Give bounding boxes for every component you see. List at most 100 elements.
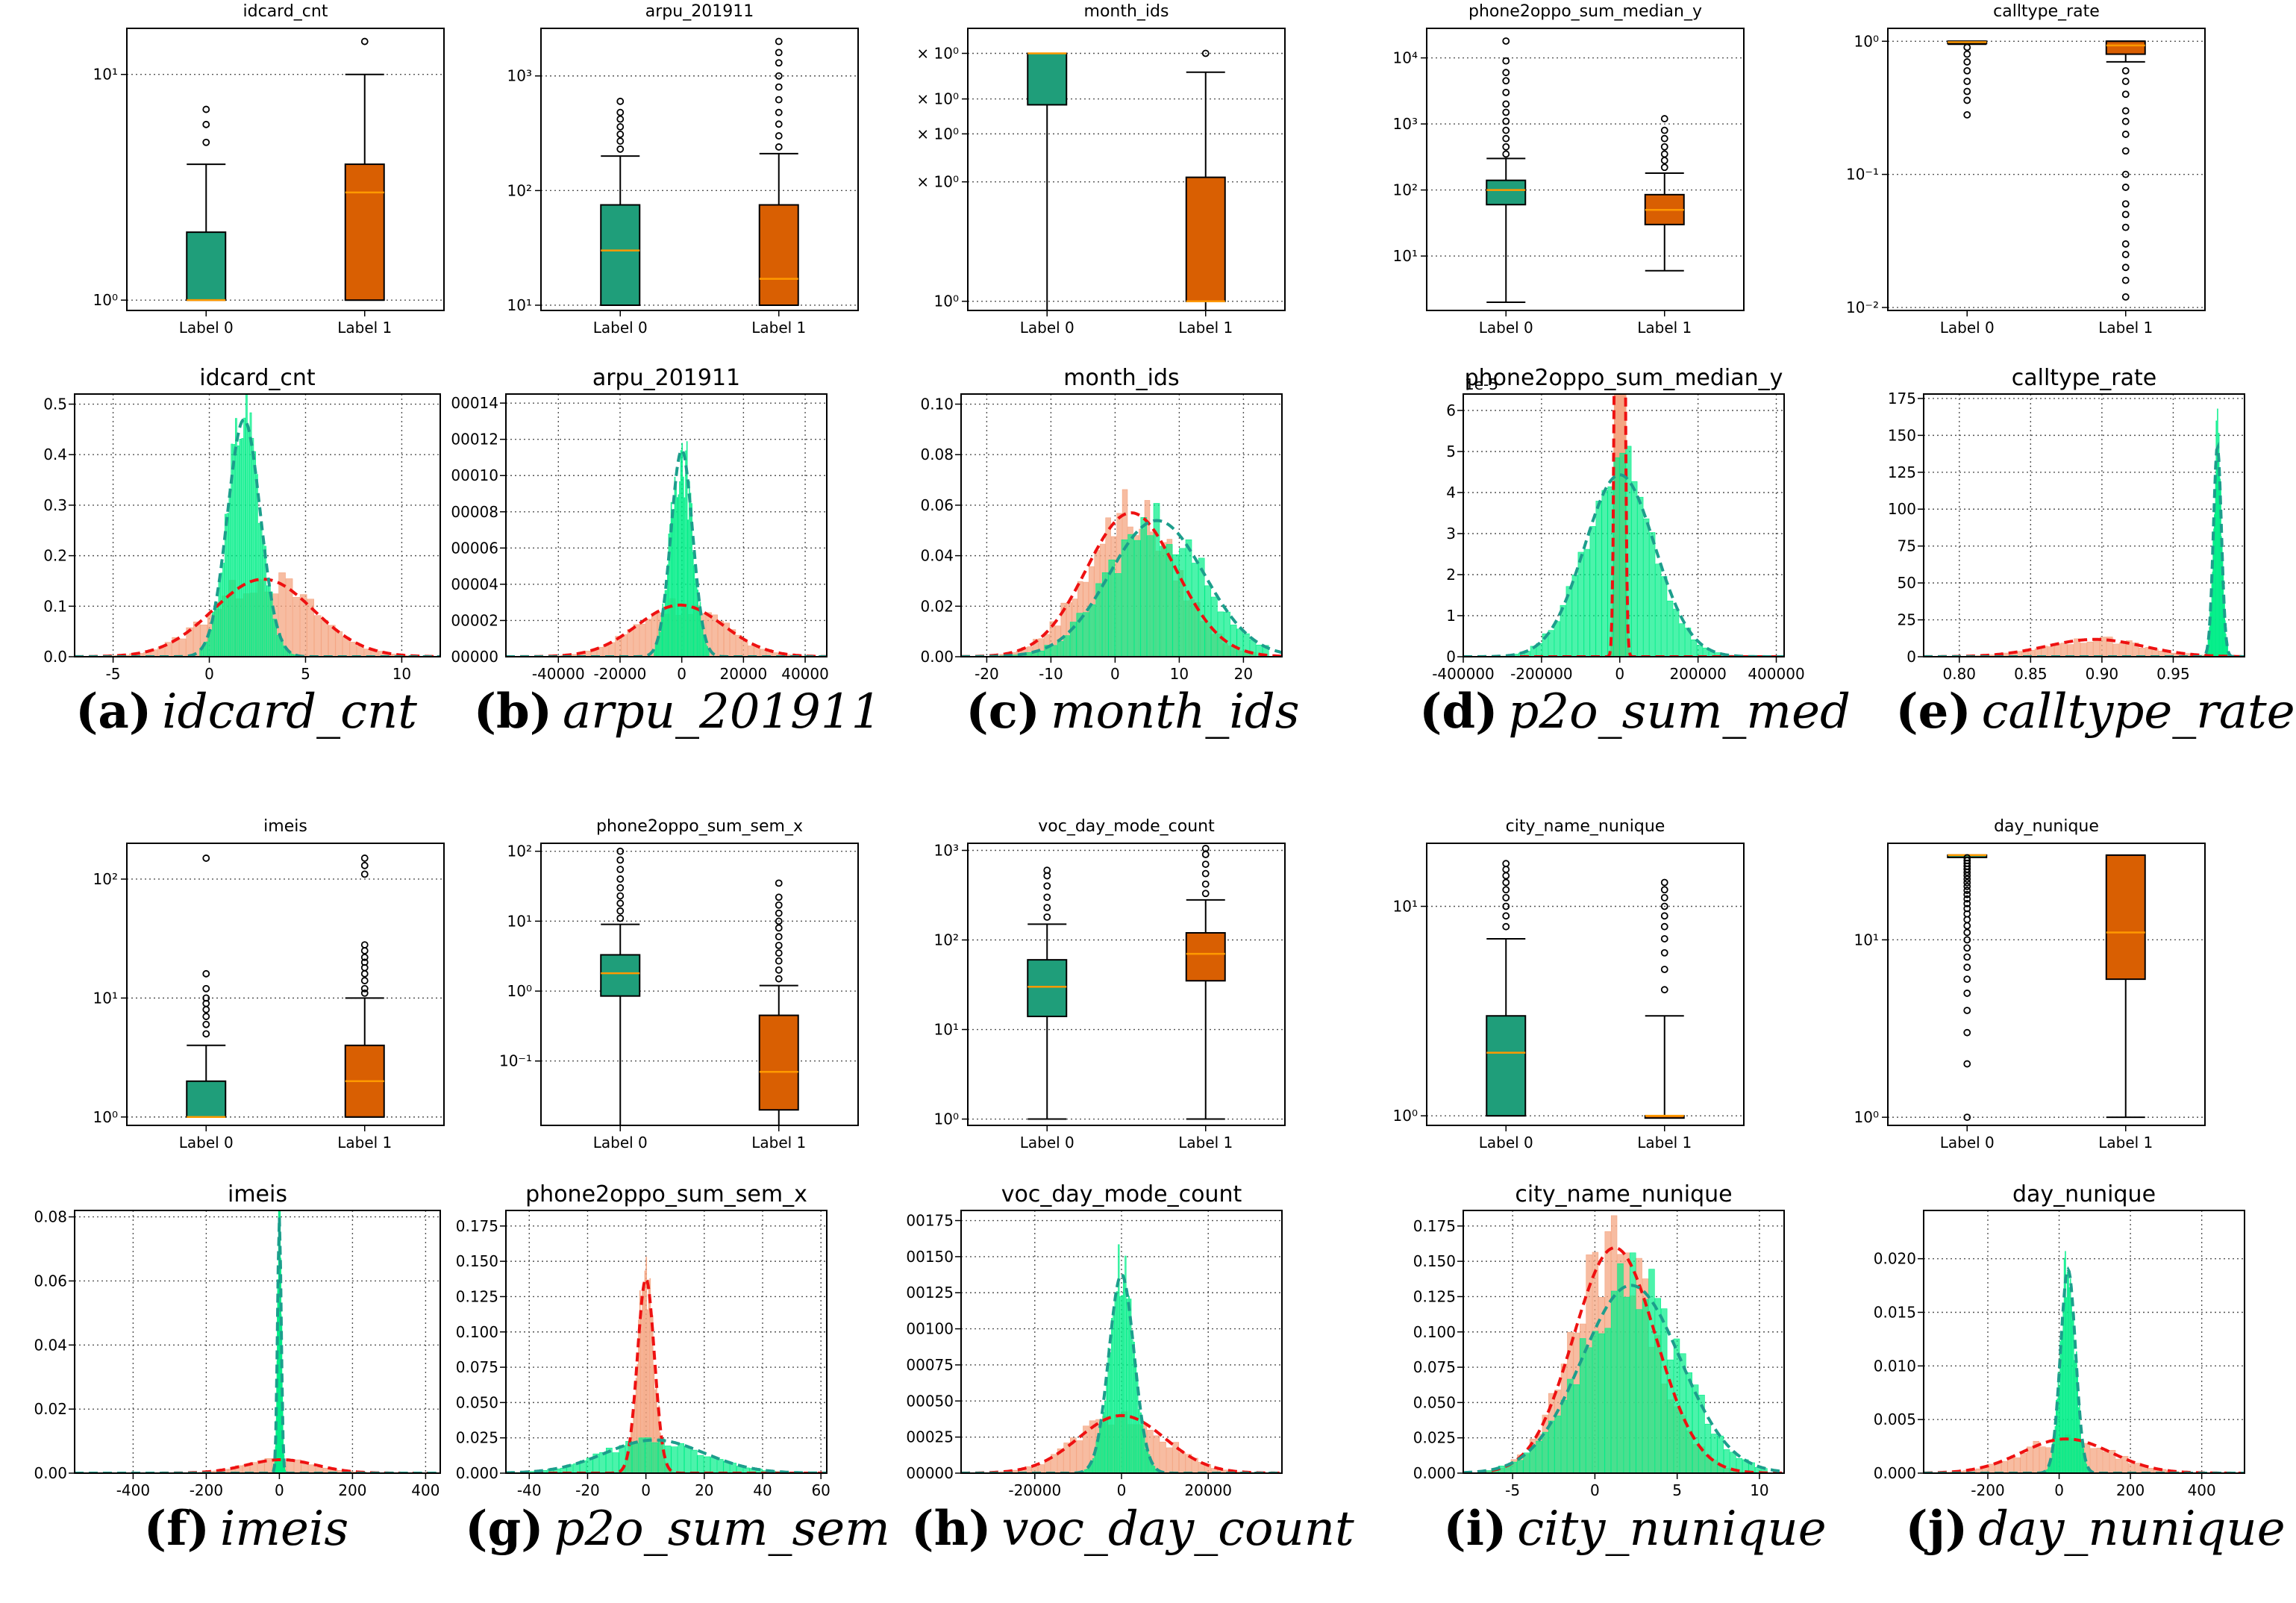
hist-bar-label0	[1126, 1299, 1128, 1473]
outlier-point	[775, 966, 783, 974]
hist-bar-label0	[2082, 1445, 2083, 1473]
outlier-point	[1660, 966, 1668, 973]
density-curve-label1	[75, 578, 440, 657]
hist-bar-label0	[705, 644, 707, 657]
hist-bar-label0	[2066, 1272, 2068, 1473]
x-tick-label: Label 0	[1940, 1134, 1995, 1152]
caption-letter: (a)	[75, 684, 151, 740]
x-tick-label: 10	[1170, 665, 1189, 683]
outlier-point	[1963, 875, 1971, 883]
density-curve-label0	[1924, 441, 2245, 657]
outlier-point	[1660, 986, 1668, 994]
axes-frame	[505, 393, 828, 657]
hist-bar-label0	[701, 623, 702, 657]
hist-bar-label0	[1114, 1296, 1116, 1473]
x-tick-label: -5	[1505, 1481, 1520, 1499]
hist-bar-label0	[237, 445, 240, 657]
outlier-point	[1963, 1060, 1971, 1068]
hist-bar-label1	[1033, 639, 1039, 657]
box-plot-b: arpu_201911 10¹ 10² 10³ Label 0 Label 1	[507, 2, 859, 337]
y-tick-label: 10¹	[1854, 931, 1879, 949]
y-tick-label: × 10⁰	[916, 90, 959, 108]
y-tick-label: 150	[1888, 426, 1916, 444]
hist-bar-label0	[693, 565, 695, 657]
y-tick-label: 10²	[93, 870, 118, 888]
hist-bar-label0	[730, 1463, 737, 1473]
hist-bar-label0	[1655, 563, 1662, 657]
plot-area	[75, 1210, 440, 1473]
outlier-point	[1963, 953, 1971, 961]
hist-bar-label0	[1583, 549, 1590, 657]
hist-bar-label0	[266, 585, 269, 657]
hist-bar-label0	[2068, 1287, 2071, 1473]
hist-bar-label0	[2057, 1372, 2059, 1473]
axes-frame	[74, 393, 441, 657]
hist-bar-label0	[1138, 1409, 1140, 1473]
hist-bar-label0	[1104, 1401, 1107, 1473]
x-tick-label: 5	[301, 665, 310, 683]
hist-bar-label0	[2074, 1360, 2075, 1473]
hist-bar-label0	[1625, 446, 1632, 657]
hist-bar-label0	[1589, 526, 1596, 657]
hist-bar-label0	[2071, 1319, 2074, 1473]
x-tick-label: -40000	[532, 665, 585, 683]
x-tick-label: Label 1	[751, 319, 806, 337]
hist-bar-label0	[1146, 1450, 1149, 1473]
caption-c: (c) month_ids	[966, 684, 1299, 740]
x-tick-label: 10	[1750, 1481, 1768, 1499]
hist-bar-label0	[1619, 452, 1626, 657]
x-tick-label: Label 0	[1479, 1134, 1533, 1152]
density-curve-label0	[506, 449, 827, 657]
hist-bar-label1	[603, 645, 610, 657]
hist-bar-label1	[321, 620, 329, 657]
hist-bar-label1	[313, 615, 322, 657]
plot-area	[961, 489, 1282, 657]
outlier-point	[1502, 108, 1510, 116]
outlier-point	[1502, 922, 1510, 931]
outlier-point	[1660, 912, 1668, 920]
outlier-point	[1502, 150, 1510, 158]
hist-bar-label1	[2096, 1447, 2103, 1473]
y-tick-label: 00010	[451, 466, 498, 484]
hist-bar-label0	[1217, 611, 1224, 657]
hist-bar-label0	[687, 519, 689, 657]
box-plot-g: phone2oppo_sum_sem_x 10⁻¹ 10⁰ 10¹ 10² Label 0…	[499, 817, 859, 1152]
hist-bar-label0	[1697, 645, 1704, 657]
outlier-point	[775, 917, 783, 925]
y-tick-label: 0.050	[456, 1393, 498, 1411]
hist-bar-label0	[1711, 1434, 1718, 1473]
box-plot-title: city_name_nunique	[1506, 817, 1665, 836]
hist-plot-title: calltype_rate	[2012, 365, 2157, 391]
outlier-point	[1502, 117, 1510, 125]
y-tick-label: 25	[1898, 611, 1916, 629]
hist-bar-label0	[1623, 1296, 1630, 1473]
hist-bar-label0	[1095, 583, 1102, 657]
hist-bar-label0	[1037, 650, 1045, 657]
outlier-point	[1963, 66, 1971, 75]
hist-bar-label0	[1554, 621, 1560, 657]
hist-bar-label1	[2159, 1469, 2167, 1473]
hist-bar-label0	[658, 631, 660, 657]
hist-bar-label1	[730, 629, 736, 657]
y-tick-label: 0.02	[34, 1400, 67, 1418]
outlier-point	[1201, 890, 1210, 898]
hist-bar-label0	[1063, 635, 1070, 657]
hist-bar-label0	[226, 513, 229, 657]
y-tick-label: 0.175	[1413, 1217, 1456, 1235]
outlier-point	[1201, 845, 1210, 852]
x-tick-label: -20000	[594, 665, 647, 683]
hist-bar-label1	[2090, 1448, 2097, 1473]
box-label1	[758, 1014, 799, 1111]
hist-bar-label0	[1224, 611, 1230, 657]
plot-area	[506, 441, 827, 657]
axes-frame	[505, 1210, 828, 1474]
outlier-point	[2121, 147, 2130, 155]
outlier-point	[616, 115, 625, 123]
outlier-point	[2121, 66, 2130, 75]
outlier-point	[2121, 223, 2130, 231]
box-label1	[2105, 40, 2146, 55]
density-curve-label0	[1924, 1266, 2245, 1473]
x-tick-label: 0	[1117, 1481, 1127, 1499]
y-tick-label: 10⁰	[1393, 1107, 1418, 1125]
x-tick-label: Label 0	[179, 1134, 234, 1152]
